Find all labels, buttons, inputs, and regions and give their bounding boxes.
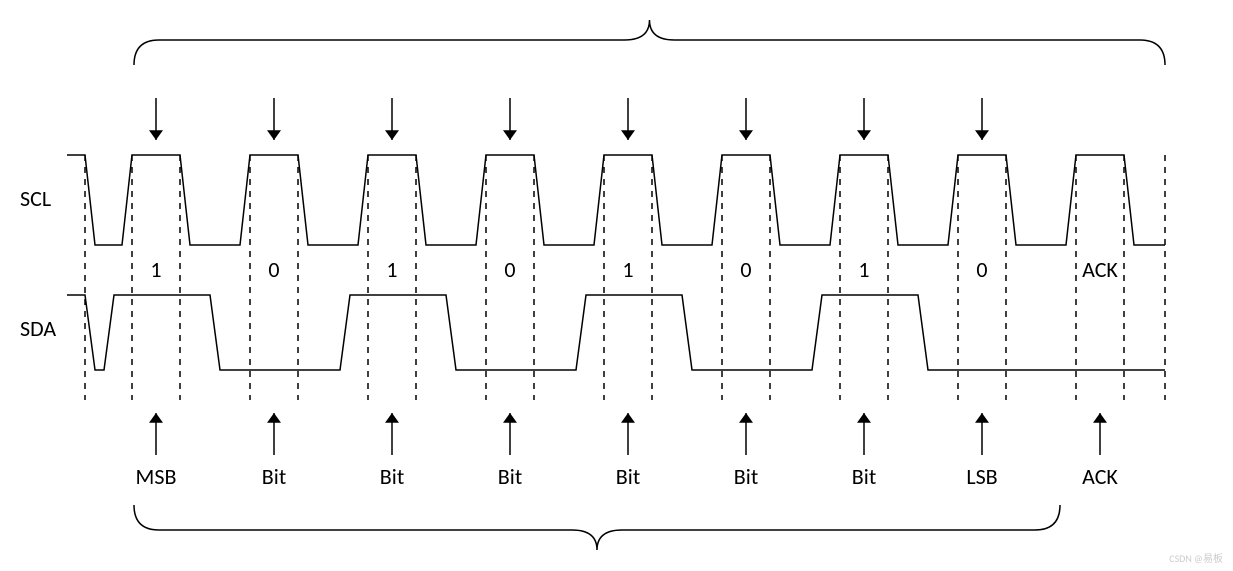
bit-bottom-label-2: Bit bbox=[357, 463, 427, 490]
bit-value-1: 0 bbox=[259, 256, 289, 283]
bit-bottom-label-0: MSB bbox=[121, 463, 191, 490]
bit-bottom-label-1: Bit bbox=[239, 463, 309, 490]
bit-bottom-label-5: Bit bbox=[711, 463, 781, 490]
bit-bottom-label-7: LSB bbox=[947, 463, 1017, 490]
bit-value-8: ACK bbox=[1070, 256, 1130, 283]
bit-value-0: 1 bbox=[141, 256, 171, 283]
bit-value-2: 1 bbox=[377, 256, 407, 283]
bit-bottom-label-8: ACK bbox=[1065, 463, 1135, 490]
bit-bottom-label-6: Bit bbox=[829, 463, 899, 490]
bit-value-5: 0 bbox=[731, 256, 761, 283]
watermark: CSDN @易板 bbox=[1169, 550, 1223, 565]
bit-bottom-label-4: Bit bbox=[593, 463, 663, 490]
bit-value-7: 0 bbox=[967, 256, 997, 283]
bit-value-6: 1 bbox=[849, 256, 879, 283]
sda-label: SDA bbox=[20, 315, 56, 342]
bit-value-3: 0 bbox=[495, 256, 525, 283]
bit-bottom-label-3: Bit bbox=[475, 463, 545, 490]
timing-diagram: SCL SDA 1 0 1 0 1 0 1 0 ACK MSB Bit Bit Bit Bit Bit Bi… bbox=[0, 0, 1233, 571]
bit-value-4: 1 bbox=[613, 256, 643, 283]
scl-label: SCL bbox=[20, 185, 51, 212]
